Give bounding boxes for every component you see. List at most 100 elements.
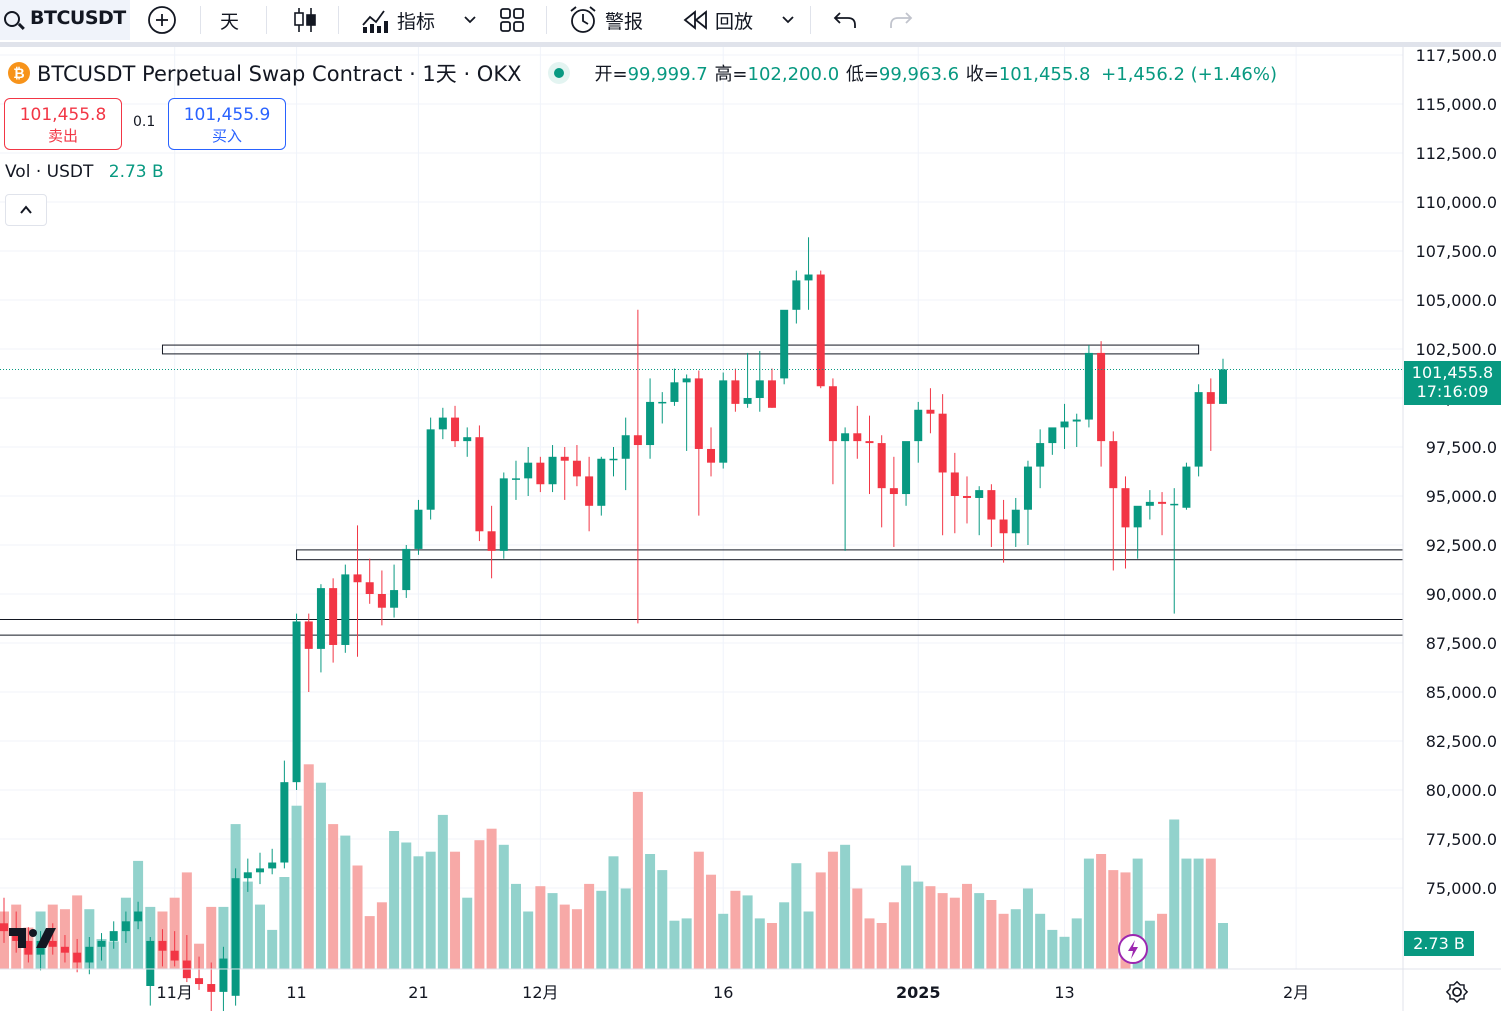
interval-button[interactable]: 天 <box>220 0 239 40</box>
candle-body <box>158 940 167 951</box>
alert-button[interactable]: 警报 <box>566 0 643 40</box>
sell-button[interactable]: 101,455.8 卖出 <box>4 98 122 150</box>
candle-body <box>97 940 106 947</box>
candle-body <box>1158 501 1167 504</box>
toolbar-divider <box>338 6 339 34</box>
candle-body <box>1036 443 1045 467</box>
candle <box>1023 460 1032 545</box>
indicators-button[interactable]: 指标 <box>360 0 435 40</box>
candle-body <box>438 417 447 430</box>
volume-bar <box>669 920 680 969</box>
candle-body <box>1048 427 1057 444</box>
candle-body <box>231 878 240 996</box>
candle <box>865 415 874 495</box>
candle-body <box>1133 505 1142 528</box>
candle <box>780 309 789 385</box>
candle-body <box>816 274 825 387</box>
candle <box>1084 345 1093 428</box>
add-symbol-button[interactable] <box>146 0 178 40</box>
replay-label: 回放 <box>715 10 754 33</box>
plus-circle-icon <box>148 6 176 34</box>
candle <box>572 445 581 487</box>
candle-body <box>914 409 923 442</box>
candle-body <box>73 952 82 963</box>
candle-body <box>1023 466 1032 510</box>
candle-body <box>402 548 411 591</box>
collapse-button[interactable] <box>5 194 47 226</box>
candle-body <box>633 435 642 446</box>
replay-button[interactable]: 回放 <box>682 0 753 40</box>
chart-type-button[interactable] <box>290 0 320 40</box>
volume-bar <box>389 831 400 969</box>
candle <box>1182 462 1191 510</box>
candle <box>585 456 594 532</box>
candle <box>329 578 338 663</box>
interval-label: 天 <box>220 10 240 33</box>
candle-body <box>1121 488 1130 528</box>
candle-body <box>48 940 57 947</box>
time-tick-label: 16 <box>713 983 733 1002</box>
price-tick-label: 82,500.0 <box>1426 732 1497 751</box>
candle-body <box>621 435 630 459</box>
candle-body <box>255 868 264 873</box>
volume-bar <box>1132 858 1143 969</box>
candle <box>536 456 545 493</box>
undo-button[interactable] <box>832 0 858 40</box>
time-tick-label: 2025 <box>896 983 941 1002</box>
buy-button[interactable]: 101,455.9 买入 <box>168 98 286 150</box>
candle-body <box>134 911 143 922</box>
candle-body <box>292 621 301 783</box>
price-axis: 75,000.0 77,500.0 80,000.0 82,500.0 85,000.0… <box>1402 47 1497 1011</box>
candle <box>1133 505 1142 559</box>
high-label: 高= <box>714 64 748 85</box>
layout-button[interactable] <box>498 0 526 40</box>
volume-bar <box>474 840 485 969</box>
volume-bar <box>706 874 717 969</box>
candle-body <box>853 433 862 442</box>
volume-bar <box>803 911 814 969</box>
volume-bar <box>72 895 83 969</box>
price-tick-label: 97,500.0 <box>1426 438 1497 457</box>
candle-body <box>841 433 850 442</box>
volume-bar <box>498 844 509 969</box>
volume-legend[interactable]: Vol · USDT 2.73 B <box>5 162 164 182</box>
candle-body <box>804 274 813 281</box>
candle <box>231 868 240 1006</box>
chevron-down-icon <box>782 16 794 24</box>
volume-bar <box>1218 923 1228 969</box>
volume-bar <box>876 923 887 969</box>
candle-body <box>877 443 886 489</box>
volume-bar <box>303 764 314 969</box>
replay-dropdown[interactable] <box>780 0 796 40</box>
price-chart[interactable]: 75,000.0 77,500.0 80,000.0 82,500.0 85,000.0… <box>0 47 1501 1011</box>
redo-button[interactable] <box>888 0 914 40</box>
market-open-icon <box>547 62 570 84</box>
tradingview-logo[interactable] <box>6 924 58 954</box>
volume-bar <box>693 851 704 969</box>
candle <box>841 427 850 551</box>
lightning-button[interactable] <box>1118 934 1148 964</box>
volume-bar <box>815 872 826 969</box>
settings-button[interactable] <box>1443 978 1471 1006</box>
candle <box>963 476 972 524</box>
price-tick-label: 105,000.0 <box>1416 291 1497 310</box>
candle <box>219 946 228 1011</box>
volume-bar <box>279 877 290 969</box>
volume-bar <box>401 842 412 969</box>
time-tick-label: 2月 <box>1283 983 1309 1002</box>
candle <box>487 505 496 579</box>
close-value: 101,455.8 <box>998 64 1091 85</box>
candle-body <box>1109 441 1118 489</box>
volume-bar <box>1144 920 1155 969</box>
candle-body <box>195 978 204 985</box>
candle <box>1145 490 1154 520</box>
symbol-title[interactable]: BTCUSDT Perpetual Swap Contract · 1天 · O… <box>37 62 522 86</box>
symbol-search[interactable]: BTCUSDT <box>0 0 130 40</box>
indicators-dropdown[interactable] <box>462 0 478 40</box>
volume-bar <box>315 782 326 969</box>
candle <box>1121 476 1130 569</box>
time-tick-label: 13 <box>1054 983 1074 1002</box>
candle <box>390 564 399 618</box>
candle-body <box>0 923 8 932</box>
price-tick-label: 92,500.0 <box>1426 536 1497 555</box>
